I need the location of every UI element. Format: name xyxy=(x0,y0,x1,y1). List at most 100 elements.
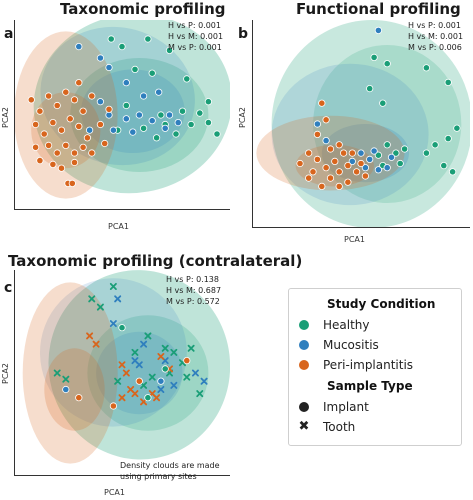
healthy-dot-icon xyxy=(299,320,309,330)
panel-b-point-peri-implantitis-circle-12 xyxy=(340,149,348,157)
panel-c-note-line-2: using primary sites xyxy=(120,472,197,481)
panel-c-point-healthy-x-4 xyxy=(161,344,169,352)
panel-c-cloud-healthy-1 xyxy=(87,315,209,431)
panel-c-point-healthy-x-15 xyxy=(131,348,139,356)
panel-a-point-mucositis-circle-11 xyxy=(161,124,169,132)
legend-item-mucositis: Mucositis xyxy=(299,337,379,353)
panel-b-point-healthy-circle-9 xyxy=(422,149,430,157)
panel-b-point-peri-implantitis-circle-4 xyxy=(305,149,313,157)
panel-a-point-peri-implantitis-circle-1 xyxy=(36,107,44,115)
panel-c-cloud-mucositis-3 xyxy=(96,331,183,415)
panel-a-point-mucositis-circle-13 xyxy=(109,126,118,134)
panel-c-stat-2: H vs M: 0.687 xyxy=(166,286,222,295)
panel-b-point-peri-implantitis-circle-15 xyxy=(353,168,361,176)
panel-b-point-mucositis-circle-7 xyxy=(387,153,396,161)
panel-a-point-healthy-circle-11 xyxy=(157,111,165,119)
panel-c-point-peri-implantitis-x-2 xyxy=(118,361,126,369)
panel-b-point-healthy-circle-7 xyxy=(444,135,452,143)
panel-b-point-mucositis-circle-9 xyxy=(383,164,391,172)
legend-item-peri-implantitis: Peri-implantitis xyxy=(299,357,413,373)
legend-peri-implantitis-label: Peri-implantitis xyxy=(323,358,414,372)
panel-a-plot xyxy=(14,20,230,210)
panel-b-point-healthy-circle-6 xyxy=(453,124,461,132)
panel-b-point-peri-implantitis-circle-10 xyxy=(335,168,343,176)
panel-b-point-peri-implantitis-circle-5 xyxy=(313,155,322,163)
panel-b-plot xyxy=(252,20,470,228)
panel-c-point-healthy-x-10 xyxy=(62,375,70,383)
mucositis-dot-icon xyxy=(299,340,309,350)
panel-a-point-peri-implantitis-circle-24 xyxy=(49,160,57,168)
panel-a-point-peri-implantitis-circle-19 xyxy=(62,141,70,150)
panel-a-point-peri-implantitis-circle-10 xyxy=(40,130,48,138)
panel-a-point-peri-implantitis-circle-23 xyxy=(36,157,44,165)
panel-a-point-mucositis-circle-0 xyxy=(75,42,83,51)
panel-a-point-peri-implantitis-circle-7 xyxy=(88,92,96,100)
panel-c-point-healthy-x-8 xyxy=(183,373,191,381)
panel-b-point-healthy-circle-5 xyxy=(444,78,452,87)
panel-a-point-healthy-circle-18 xyxy=(172,130,180,138)
panel-a-point-healthy-circle-9 xyxy=(204,98,212,106)
panel-c-point-peri-implantitis-x-6 xyxy=(131,390,139,398)
panel-a-point-mucositis-circle-10 xyxy=(148,117,156,125)
panel-a-axes xyxy=(14,20,230,210)
panel-a-point-peri-implantitis-circle-12 xyxy=(57,126,66,134)
panel-a-point-mucositis-circle-6 xyxy=(96,98,105,106)
legend-item-implant: Implant xyxy=(299,399,369,415)
panel-a-point-peri-implantitis-circle-16 xyxy=(31,143,40,151)
panel-c-point-mucositis-circle-0 xyxy=(62,385,70,394)
panel-b-point-mucositis-circle-4 xyxy=(366,155,374,163)
panel-c-point-mucositis-x-8 xyxy=(170,381,178,389)
panel-c-point-healthy-x-16 xyxy=(187,344,195,352)
panel-a-svg xyxy=(14,20,230,210)
panel-a-point-peri-implantitis-circle-8 xyxy=(96,120,105,129)
panel-b-point-healthy-circle-13 xyxy=(374,151,383,159)
panel-a-point-healthy-circle-14 xyxy=(122,101,130,110)
panel-c-point-peri-implantitis-circle-3 xyxy=(183,357,191,365)
legend-item-tooth: ✖ Tooth xyxy=(299,419,356,435)
panel-c-xlabel: PCA1 xyxy=(104,488,125,497)
panel-a-series-mucositis-circle xyxy=(75,42,182,136)
legend-healthy-label: Healthy xyxy=(323,318,370,332)
panel-a-point-peri-implantitis-circle-26 xyxy=(70,158,79,167)
panel-b-cloud-peri-implantitis-4 xyxy=(256,115,405,191)
legend: Study Condition Healthy Mucositis Peri-i… xyxy=(288,288,462,446)
panel-b-point-healthy-circle-17 xyxy=(396,159,404,168)
panel-a-point-healthy-circle-19 xyxy=(204,119,212,127)
panel-a-point-mucositis-circle-3 xyxy=(122,79,130,87)
panel-a-point-peri-implantitis-circle-20 xyxy=(70,149,79,157)
panel-b-point-peri-implantitis-circle-1 xyxy=(322,116,330,124)
panel-b-point-peri-implantitis-circle-22 xyxy=(335,141,343,149)
panel-c-point-mucositis-x-6 xyxy=(200,377,208,385)
panel-b-point-peri-implantitis-circle-19 xyxy=(335,182,343,190)
panel-a-point-mucositis-circle-15 xyxy=(174,119,182,127)
panel-c-point-peri-implantitis-x-1 xyxy=(92,340,100,348)
panel-a-point-healthy-circle-6 xyxy=(183,75,191,83)
panel-b-point-healthy-circle-15 xyxy=(401,145,409,153)
panel-b-axes xyxy=(252,20,470,228)
panel-c-stats: H vs P: 0.138 H vs M: 0.687 M vs P: 0.57… xyxy=(166,274,221,307)
panel-b-point-peri-implantitis-circle-3 xyxy=(326,145,335,153)
panel-b-series-mucositis-circle xyxy=(313,26,396,174)
panel-a-point-peri-implantitis-circle-22 xyxy=(88,149,96,157)
panel-a-point-peri-implantitis-circle-6 xyxy=(79,107,87,115)
panel-b-point-peri-implantitis-circle-17 xyxy=(305,174,313,182)
panel-b-point-healthy-circle-12 xyxy=(383,141,391,149)
panel-c-stat-3: M vs P: 0.572 xyxy=(166,297,220,306)
panel-a-point-peri-implantitis-circle-5 xyxy=(70,96,79,104)
panel-c-title: Taxonomic profiling (contralateral) xyxy=(8,252,303,270)
panel-b-stat-2: H vs M: 0.001 xyxy=(408,32,464,41)
legend-item-healthy: Healthy xyxy=(299,317,370,333)
panel-b-ylabel: PCA2 xyxy=(238,107,247,128)
panel-c-point-peri-implantitis-x-3 xyxy=(122,369,130,377)
panel-c-point-healthy-x-2 xyxy=(96,303,104,311)
panel-a-point-peri-implantitis-circle-0 xyxy=(27,96,35,104)
panel-c-point-healthy-x-1 xyxy=(88,295,96,303)
panel-b-point-mucositis-circle-1 xyxy=(313,120,322,128)
panel-c-point-healthy-x-9 xyxy=(53,369,61,377)
panel-b-point-peri-implantitis-circle-6 xyxy=(296,159,304,168)
panel-c-point-mucositis-circle-1 xyxy=(157,377,165,385)
panel-c-cloud-mucositis-2 xyxy=(39,278,187,427)
panel-c-series-healthy-x xyxy=(53,282,204,398)
panel-c-point-peri-implantitis-circle-1 xyxy=(135,377,143,385)
panel-b-point-healthy-circle-8 xyxy=(431,141,439,149)
